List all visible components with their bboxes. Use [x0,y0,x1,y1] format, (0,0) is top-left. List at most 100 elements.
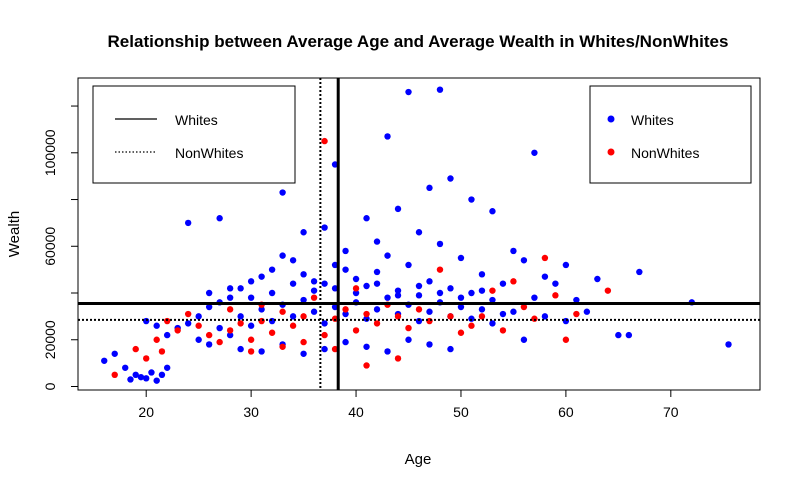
nonwhites-point [552,292,559,299]
nonwhites-point [394,313,402,320]
nonwhites-point [195,322,202,329]
whites-point [394,287,402,294]
whites-point [237,313,244,320]
point-legend-whites: Whites [631,112,674,128]
whites-point [111,350,118,357]
whites-point [499,280,507,287]
whites-point [310,287,318,294]
whites-point [184,320,192,327]
whites-point [216,324,223,332]
whites-point [331,161,339,168]
nonwhites-point [468,322,475,329]
blue-dot-swatch [607,115,615,123]
whites-point [279,252,286,259]
nonwhites-point [268,329,276,336]
whites-point [321,320,328,327]
whites-point [426,341,433,348]
whites-point [300,271,307,278]
nonwhites-point [331,315,339,322]
whites-point [405,336,412,343]
point-legend-box [589,85,752,184]
whites-point [342,266,349,273]
whites-point [258,306,265,313]
nonwhites-point [520,303,528,311]
whites-point [394,292,402,299]
nonwhites-point [111,371,118,379]
nonwhites-point [573,310,580,318]
y-tick-label: 20000 [42,320,58,359]
whites-point [489,320,496,327]
nonwhites-point [174,327,181,334]
whites-point [541,313,549,320]
nonwhites-point [184,310,192,318]
nonwhites-point [310,294,318,301]
whites-point [520,336,528,343]
nonwhites-point [205,331,213,339]
line-legend: Whites NonWhites [92,85,296,184]
nonwhites-point [489,287,496,294]
whites-point [331,303,339,311]
whites-point [426,308,433,315]
whites-point [489,208,496,215]
whites-point [226,285,234,292]
x-axis-label: Age [405,451,432,468]
whites-point [426,184,433,192]
whites-point [447,345,454,353]
nonwhites-point [531,315,538,322]
whites-point [478,306,486,313]
whites-point [342,310,349,318]
nonwhites-point [352,285,360,292]
nonwhites-point [279,308,286,315]
whites-point [468,289,475,297]
whites-point [153,322,160,329]
whites-point [415,229,423,236]
whites-point [725,341,732,348]
nonwhites-point [216,338,223,346]
nonwhites-point [373,320,381,327]
whites-point [426,278,433,285]
nonwhites-point [426,317,433,325]
whites-point [247,294,255,301]
whites-point [300,296,307,304]
chart-title: Relationship between Average Age and Ave… [108,32,729,51]
whites-point [143,317,150,325]
whites-point [247,322,255,329]
whites-point [158,371,166,379]
whites-point [195,313,202,320]
nonwhites-point [226,327,234,334]
whites-point [447,175,454,182]
line-legend-whites: Whites [175,112,218,128]
y-tick-label: 0 [42,382,58,390]
whites-point [184,219,192,227]
nonwhites-point [247,336,255,343]
whites-point [205,289,213,297]
nonwhites-point [143,355,150,362]
whites-point [195,336,202,343]
whites-point [137,373,145,381]
whites-point [132,371,139,379]
nonwhites-point [321,137,328,145]
whites-point [394,205,402,213]
whites-point [541,273,549,280]
whites-point [300,350,307,357]
nonwhites-point [300,313,307,320]
whites-point [531,149,538,156]
whites-point [489,296,496,304]
whites-point [510,247,517,255]
whites-point [373,280,381,287]
whites-point [289,313,297,320]
whites-point [625,331,633,339]
whites-point [415,292,423,299]
nonwhites-point [562,336,570,343]
whites-point [468,196,475,203]
whites-point [415,317,423,325]
whites-point [562,261,570,269]
point-legend: Whites NonWhites [589,85,752,184]
whites-point [237,345,244,353]
whites-point [289,257,297,264]
whites-point [373,238,381,245]
nonwhites-point [541,254,549,262]
whites-point [321,345,328,353]
whites-point [216,215,223,222]
x-tick-label: 30 [243,404,259,420]
